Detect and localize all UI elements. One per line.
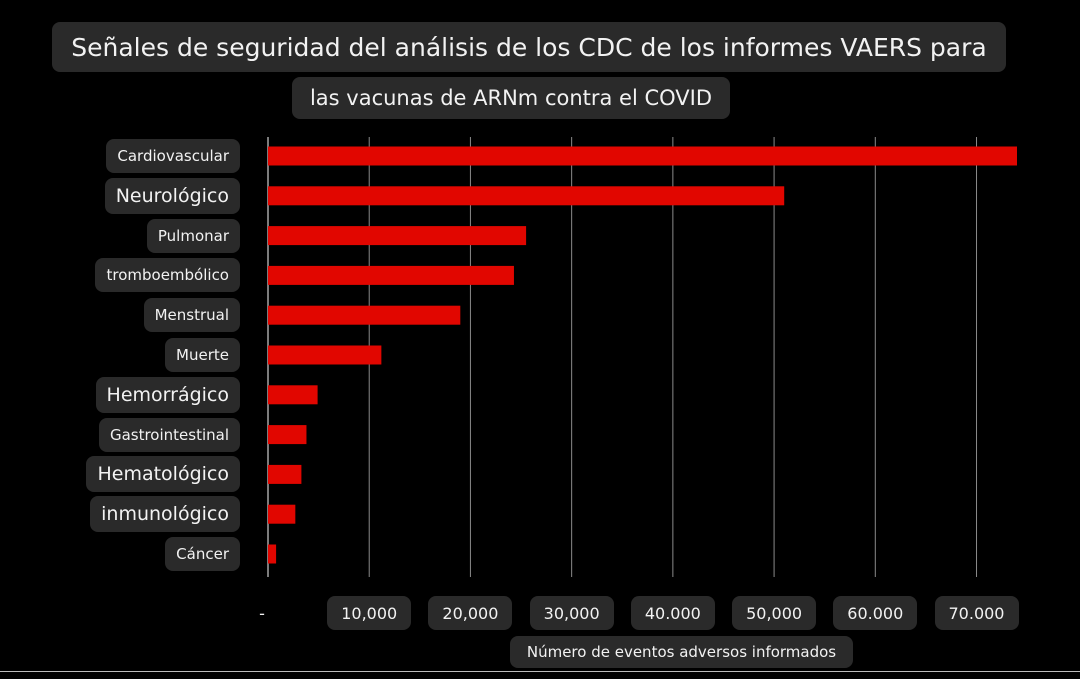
x-tick-label: 40.000 bbox=[630, 596, 715, 630]
x-tick-label: 30,000 bbox=[529, 596, 614, 630]
bar-cáncer bbox=[268, 544, 277, 564]
x-tick-label: 60.000 bbox=[833, 596, 918, 630]
x-axis-label: Número de eventos adversos informados bbox=[510, 636, 853, 668]
bar-cardiovascular bbox=[268, 146, 1017, 166]
chart-title: Señales de seguridad del análisis de los… bbox=[52, 22, 1006, 72]
x-tick-label: 20,000 bbox=[428, 596, 513, 630]
x-tick-label: 10,000 bbox=[327, 596, 412, 630]
category-label: Menstrual bbox=[143, 298, 240, 333]
x-tick-label: 70.000 bbox=[934, 596, 1019, 630]
bar-neurológico bbox=[268, 186, 785, 206]
bar-gastrointestinal bbox=[268, 425, 307, 445]
category-label: Muerte bbox=[165, 338, 240, 372]
category-label: Neurológico bbox=[104, 177, 240, 214]
bar-muerte bbox=[268, 345, 382, 365]
chart-subtitle: las vacunas de ARNm contra el COVID bbox=[292, 77, 730, 119]
category-label: Cáncer bbox=[165, 537, 240, 571]
category-label: Hematológico bbox=[86, 456, 240, 493]
category-label: tromboembólico bbox=[95, 258, 240, 293]
bar-pulmonar bbox=[268, 226, 527, 246]
category-label: Hemorrágico bbox=[95, 376, 240, 413]
category-label: Pulmonar bbox=[146, 218, 240, 253]
bar-menstrual bbox=[268, 305, 461, 325]
bar-hematológico bbox=[268, 464, 302, 484]
bottom-divider bbox=[0, 671, 1080, 672]
x-tick-label: - bbox=[259, 603, 265, 623]
bar-tromboembólico bbox=[268, 265, 514, 285]
bar-hemorrágico bbox=[268, 385, 318, 405]
x-tick-label: 50,000 bbox=[732, 596, 817, 630]
category-label: Gastrointestinal bbox=[98, 417, 240, 452]
category-label: Cardiovascular bbox=[106, 139, 240, 173]
bar-inmunológico bbox=[268, 504, 296, 524]
category-label: inmunológico bbox=[90, 496, 240, 533]
